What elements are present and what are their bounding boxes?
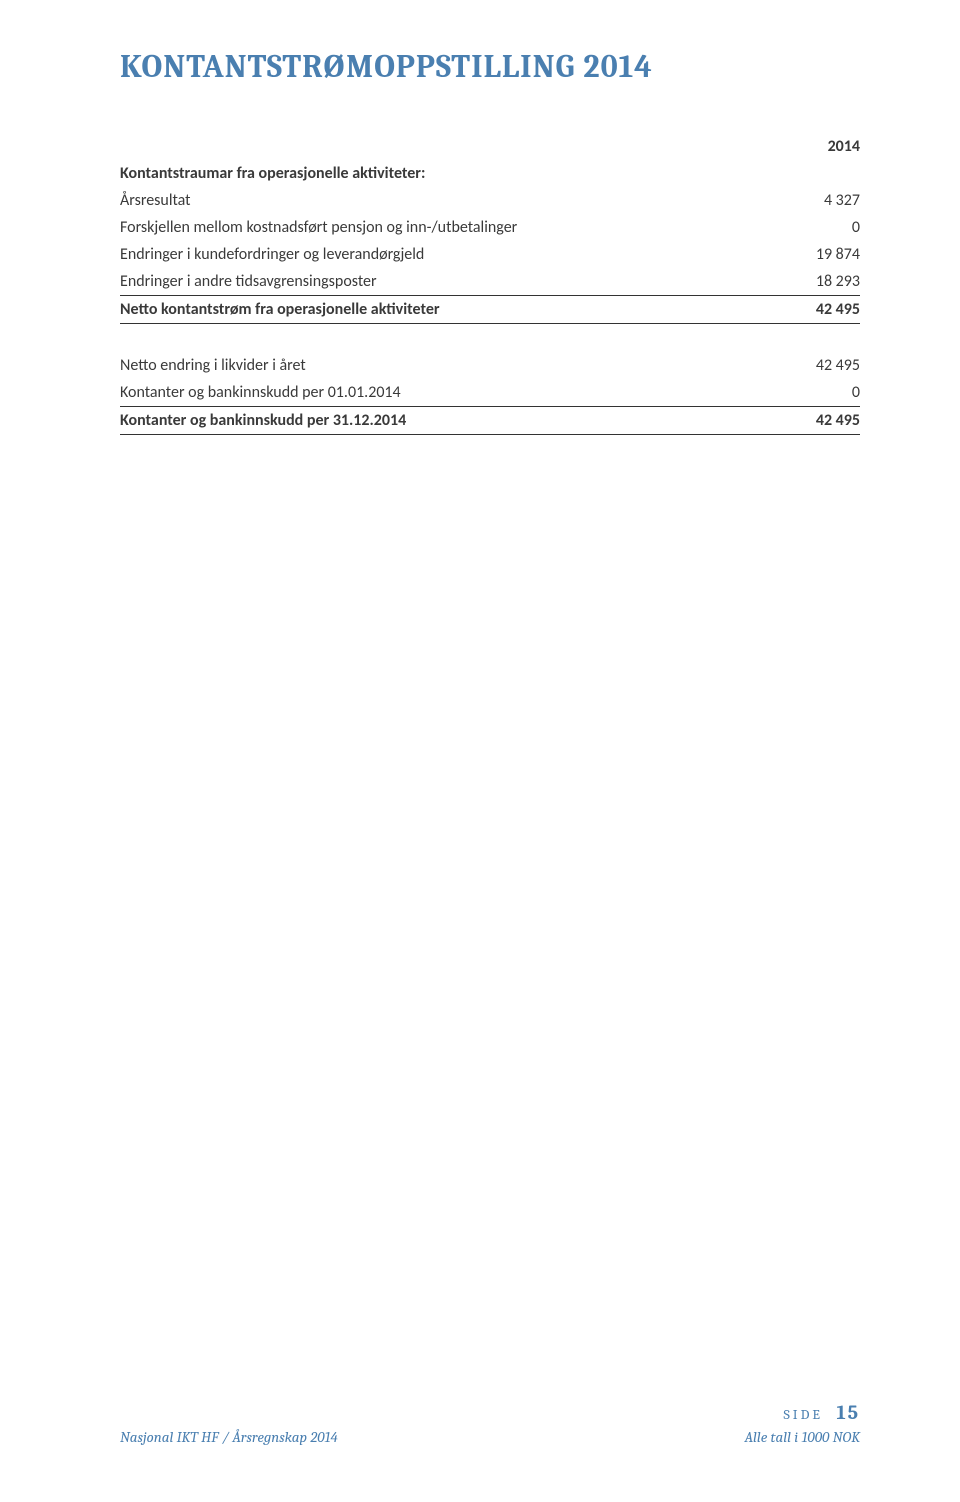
row-label: Årsresultat [120,191,720,210]
row-label: Forskjellen mellom kostnadsført pensjon … [120,218,720,237]
cashflow-statement: 2014 Kontantstraumar fra operasjonelle a… [120,133,860,435]
row-value: 18 293 [720,272,860,291]
table-row: Forskjellen mellom kostnadsført pensjon … [120,214,860,241]
footer-side-label: SIDE [783,1406,822,1423]
footer-right-block: SIDE 15 Alle tall i 1000 NOK [745,1401,860,1446]
row-label: Kontanter og bankinnskudd per 01.01.2014 [120,383,720,402]
row-label: Endringer i andre tidsavgrensingsposter [120,272,720,291]
page-container: KONTANTSTRØMOPPSTILLING 2014 2014 Kontan… [0,0,960,1502]
table-row: Netto endring i likvider i året 42 495 [120,352,860,379]
table-row: Endringer i andre tidsavgrensingsposter … [120,268,860,296]
footer-page-number: 15 [836,1401,860,1424]
section-b-total-row: Kontanter og bankinnskudd per 31.12.2014… [120,407,860,435]
table-row: Årsresultat 4 327 [120,187,860,214]
footer-left-text: Nasjonal IKT HF / Årsregnskap 2014 [120,1428,338,1446]
section-a-total-row: Netto kontantstrøm fra operasjonelle akt… [120,296,860,324]
year-header-row: 2014 [120,133,860,160]
row-value: 0 [720,218,860,237]
footer-sub-text: Alle tall i 1000 NOK [745,1428,860,1446]
section-a-header-label: Kontantstraumar fra operasjonelle aktivi… [120,164,720,183]
row-value: 19 874 [720,245,860,264]
table-row: Kontanter og bankinnskudd per 01.01.2014… [120,379,860,407]
section-b-total-value: 42 495 [720,411,860,430]
section-a-total-value: 42 495 [720,300,860,319]
section-a-total-label: Netto kontantstrøm fra operasjonelle akt… [120,300,720,319]
row-label: Endringer i kundefordringer og leverandø… [120,245,720,264]
row-label: Netto endring i likvider i året [120,356,720,375]
row-value: 42 495 [720,356,860,375]
row-value: 0 [720,383,860,402]
page-footer: Nasjonal IKT HF / Årsregnskap 2014 SIDE … [0,1401,960,1446]
row-value: 4 327 [720,191,860,210]
footer-page-indicator: SIDE 15 [745,1401,860,1424]
page-title: KONTANTSTRØMOPPSTILLING 2014 [120,48,860,85]
table-row: Endringer i kundefordringer og leverandø… [120,241,860,268]
section-b-total-label: Kontanter og bankinnskudd per 31.12.2014 [120,411,720,430]
section-spacer [120,324,860,352]
section-a-header-row: Kontantstraumar fra operasjonelle aktivi… [120,160,860,187]
year-header-value: 2014 [720,137,860,156]
